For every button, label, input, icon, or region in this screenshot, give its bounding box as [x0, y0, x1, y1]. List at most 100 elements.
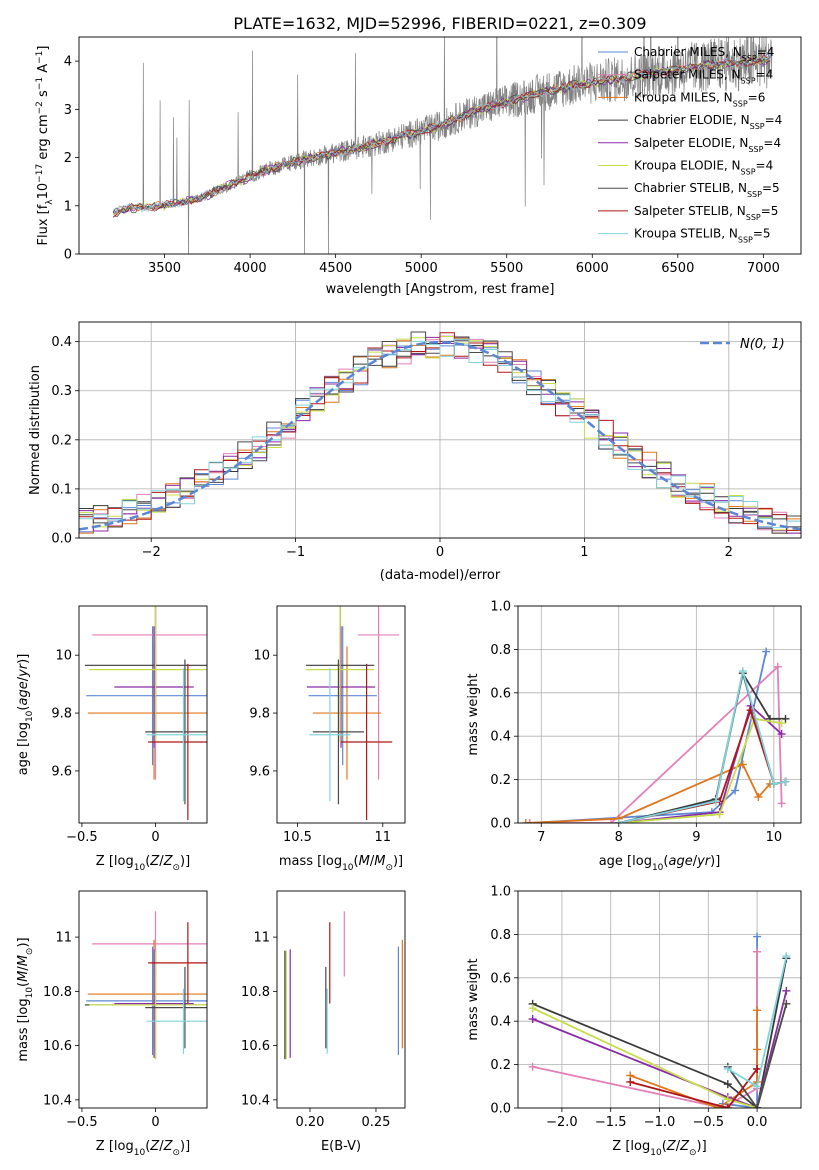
x-axis-label: age [log10(age/yr)]	[599, 854, 721, 873]
y-tick-label: 10.8	[43, 985, 72, 1000]
label-part: /	[370, 854, 375, 869]
legend-subscript: SSP	[741, 167, 756, 176]
weight-marker	[762, 647, 771, 656]
y-tick-label: 0.4	[51, 335, 72, 350]
label-part: (	[16, 706, 31, 711]
label-part: age	[16, 681, 31, 705]
plot-area	[284, 911, 403, 1060]
label-part: −17	[35, 164, 45, 183]
label-part: M	[359, 854, 370, 869]
panel-weight_vs_Z: −2.0 −1.5 −1.0 −0.5 0.0 0.0 0.2 0.4 0.6 0.8 1.0 Z […	[466, 885, 802, 1158]
x-tick-label: 1	[580, 545, 588, 560]
panel-spectrum: 3500 4000 4500 5000 5500 6000 6500 7000 0 1 2 3 4 wav…	[35, 36, 802, 297]
y-tick-label: 0	[64, 248, 72, 263]
label-part: E(B-V)	[321, 1139, 361, 1154]
x-tick-label: −0.5	[693, 1115, 725, 1130]
x-tick-label: 6000	[576, 261, 609, 276]
y-axis-label: Flux [fλ10−17 erg cm−2 s−1 A−1]	[35, 46, 55, 246]
y-tick-label: 0.6	[490, 686, 511, 701]
legend-subscript: SSP	[748, 144, 763, 153]
legend-text: Kroupa STELIB, N	[634, 227, 738, 241]
legend-subscript: SSP	[747, 190, 762, 199]
weight-marker	[773, 662, 782, 671]
weight-marker	[711, 797, 720, 806]
label-part: log	[632, 854, 652, 869]
legend-label: Chabrier STELIB, NSSP=5	[634, 181, 780, 199]
label-part: −1	[35, 77, 45, 90]
label-part: )]	[180, 854, 190, 869]
label-part: /	[676, 1139, 681, 1154]
weight-line-salpeter-stelib	[618, 707, 786, 823]
label-part: )]	[16, 654, 31, 664]
weight-marker	[723, 1080, 732, 1089]
y-tick-label: 10	[55, 649, 72, 664]
label-part: mass [	[16, 1018, 31, 1061]
y-tick-label: 0.0	[51, 532, 72, 547]
label-part: M	[16, 955, 31, 966]
y-axis-label: mass weight	[466, 673, 481, 755]
histogram-kroupa-stelib	[79, 338, 801, 529]
weight-marker	[753, 932, 762, 941]
panel-mass_vs_ebv: 0.20 0.25 10.4 10.6 10.8 11 E(B-V)	[241, 890, 406, 1154]
label-part: M	[16, 971, 31, 982]
y-tick-label: 10.4	[241, 1093, 270, 1108]
label-part: Z	[679, 1139, 690, 1154]
x-tick-label: 5000	[405, 261, 438, 276]
label-part: /	[159, 1139, 164, 1154]
model-spectrum-kroupa-stelib	[112, 55, 771, 214]
y-tick-label: 10.6	[241, 1039, 270, 1054]
legend-value: =6	[748, 90, 766, 104]
legend-label: Salpeter STELIB, NSSP=5	[634, 204, 778, 222]
x-tick-label: 2	[725, 545, 733, 560]
legend-label: Kroupa STELIB, NSSP=5	[634, 227, 771, 245]
label-part: yr	[16, 662, 31, 678]
label-part: /	[16, 966, 31, 971]
y-tick-label: 10.8	[241, 985, 270, 1000]
weight-marker	[753, 1045, 762, 1054]
y-axis-label: age [log10(age/yr)]	[16, 654, 35, 776]
label-part: log	[114, 854, 134, 869]
y-tick-label: 3	[64, 103, 72, 118]
legend-label: Kroupa ELODIE, NSSP=4	[634, 159, 773, 177]
y-tick-label: 9.8	[51, 707, 72, 722]
label-part: age [	[16, 742, 31, 775]
plot-layer: 3500 4000 4500 5000 5500 6000 6500 700001234wav…	[16, 36, 802, 1158]
label-part: 10	[652, 863, 664, 873]
label-part: Z	[149, 1139, 160, 1154]
x-tick-label: −1	[286, 545, 305, 560]
legend-subscript: SSP	[733, 99, 748, 108]
y-tick-label: 11	[253, 931, 270, 946]
legend-value: =4	[763, 136, 781, 150]
y-tick-label: 11	[55, 931, 72, 946]
plot-area	[79, 331, 801, 534]
label-part: ⊙	[689, 1148, 697, 1158]
x-tick-label: −1.0	[644, 1115, 676, 1130]
legend-text: Kroupa MILES, N	[634, 90, 733, 104]
x-axis-label: Z [log10(Z/Z⊙)]	[96, 854, 190, 873]
weight-marker	[782, 999, 791, 1008]
plot-area	[84, 606, 207, 821]
y-tick-label: 10	[253, 649, 270, 664]
label-part: yr	[696, 854, 712, 869]
label-part: (	[145, 854, 150, 869]
y-tick-label: 0.0	[490, 817, 511, 832]
x-axis-label: mass [log10(M/M⊙)]	[279, 854, 403, 873]
y-tick-label: 0.2	[490, 773, 511, 788]
label-part: 10	[134, 1148, 146, 1158]
label-part: ⊙	[25, 948, 35, 956]
x-tick-label: 11	[375, 830, 392, 845]
label-part: ⊙	[385, 863, 393, 873]
y-tick-label: 0.0	[490, 1102, 511, 1117]
label-part: /	[159, 854, 164, 869]
y-tick-label: 0.3	[51, 384, 72, 399]
legend-label: Chabrier ELODIE, NSSP=4	[634, 113, 782, 131]
weight-line-kroupa-elodie	[618, 717, 782, 823]
legend-text: Chabrier ELODIE, N	[634, 113, 750, 127]
x-tick-label: 10.5	[283, 830, 312, 845]
label-part: Z	[163, 854, 174, 869]
x-tick-label: 0	[436, 545, 444, 560]
y-tick-label: 2	[64, 151, 72, 166]
